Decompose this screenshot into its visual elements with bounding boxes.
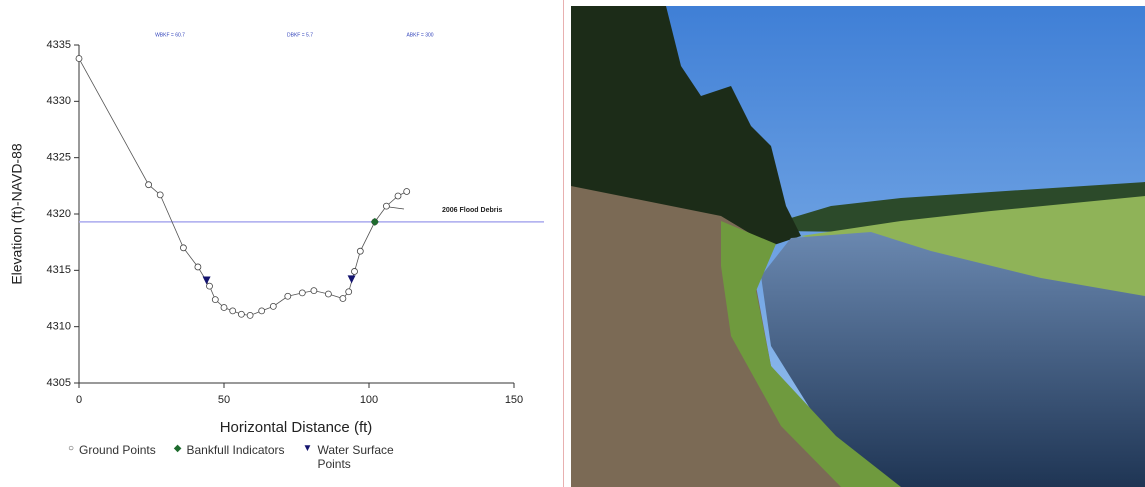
river-photo <box>571 6 1145 487</box>
point <box>382 202 390 210</box>
legend-label: Bankfull Indicators <box>186 443 285 457</box>
y-axis-title: Elevation (ft)-NAVD-88 <box>9 143 25 285</box>
river <box>761 232 1145 487</box>
legend-label: Ground Points <box>79 443 156 457</box>
divider <box>563 0 564 487</box>
right-bank <box>801 196 1145 306</box>
legend-marker: ○ <box>68 443 75 454</box>
point <box>206 282 213 290</box>
x-tick-label: 50 <box>218 394 230 406</box>
point <box>356 247 364 255</box>
legend-item: ◆ Bankfull Indicators <box>174 443 285 471</box>
annotation: ABKF = 300 <box>406 32 433 38</box>
callout-leader <box>388 206 405 210</box>
legend-label: Water Surface Points <box>317 443 394 471</box>
point <box>394 192 402 200</box>
point <box>347 275 356 284</box>
x-tick-label: 100 <box>360 394 378 406</box>
point <box>237 310 245 318</box>
point <box>403 188 411 195</box>
point <box>370 217 379 226</box>
y-tick-label: 4320 <box>47 208 71 220</box>
y-tick-label: 4305 <box>47 377 71 389</box>
ground-line <box>78 58 407 316</box>
point <box>310 287 318 295</box>
point <box>75 55 83 62</box>
legend-marker: ◆ <box>173 443 182 454</box>
x-tick-label: 150 <box>505 394 523 406</box>
legend-item: ▼ Water Surface Points <box>303 443 408 471</box>
point <box>194 263 202 271</box>
annotation: WBKF = 60.7 <box>155 32 185 38</box>
x-axis-title: Horizontal Distance (ft) <box>220 419 373 436</box>
legend-marker: ▼ <box>302 443 313 454</box>
legend: ○ Ground Points ◆ Bankfull Indicators ▼ Water… <box>68 443 407 471</box>
point <box>324 290 332 298</box>
y-tick-label: 4310 <box>47 321 71 333</box>
point <box>179 244 187 252</box>
y-tick-label: 4315 <box>47 264 71 276</box>
point <box>258 307 266 315</box>
annotation: DBKF = 5.7 <box>287 32 313 38</box>
point <box>156 191 164 199</box>
callout: 2006 Flood Debris <box>442 207 502 214</box>
point <box>145 181 153 189</box>
point <box>269 302 277 310</box>
point <box>298 289 306 297</box>
point <box>220 304 228 311</box>
point <box>229 307 237 315</box>
grass-edge <box>721 221 901 487</box>
y-tick-label: 4335 <box>47 39 71 51</box>
chart: 2006 Flood Debris Horizontal Distance (f… <box>9 32 544 436</box>
point <box>345 288 353 296</box>
pine-trees <box>571 6 801 246</box>
left-bank <box>571 186 891 487</box>
point <box>246 311 254 319</box>
point <box>211 296 219 304</box>
x-tick-label: 0 <box>76 394 82 406</box>
point <box>284 292 292 300</box>
point <box>351 268 358 275</box>
point <box>202 276 211 285</box>
point <box>339 295 347 302</box>
y-tick-label: 4330 <box>47 95 71 107</box>
legend-item: ○ Ground Points <box>68 443 156 471</box>
y-tick-label: 4325 <box>47 152 71 164</box>
